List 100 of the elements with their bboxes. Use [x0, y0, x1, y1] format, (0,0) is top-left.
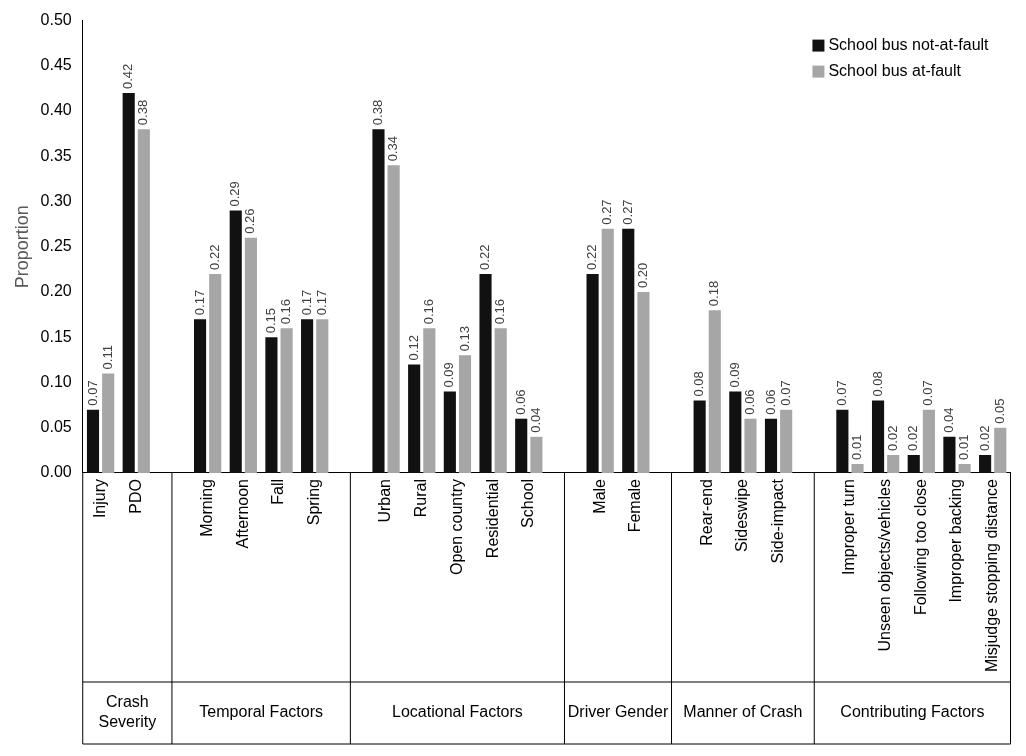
- bar: [423, 328, 436, 473]
- bar: [280, 328, 293, 473]
- data-label: 0.18: [706, 280, 722, 307]
- bar: [622, 228, 635, 473]
- x-tick-label: School: [519, 478, 537, 528]
- data-label: 0.16: [278, 298, 294, 325]
- y-tick-label: 0.45: [40, 56, 72, 74]
- bar: [979, 454, 992, 473]
- bar: [943, 436, 956, 473]
- data-label: 0.07: [777, 380, 793, 406]
- bar: [637, 292, 650, 473]
- x-tick-label: Improper backing: [947, 478, 965, 603]
- data-label: 0.08: [869, 371, 885, 397]
- data-label: 0.02: [884, 425, 900, 451]
- text: Manner of Crash: [683, 703, 803, 721]
- data-label: 0.42: [120, 63, 136, 89]
- data-label: 0.29: [227, 181, 243, 207]
- y-tick-label: 0.20: [40, 282, 72, 300]
- bar: [479, 273, 492, 473]
- bar: [458, 355, 472, 473]
- bar: [86, 409, 100, 473]
- bar: [265, 337, 278, 473]
- data-label: 0.12: [405, 335, 421, 361]
- bar: [693, 400, 706, 473]
- data-label: 0.17: [313, 289, 329, 316]
- x-tick-label: Fall: [269, 478, 287, 505]
- data-label: 0.04: [941, 407, 956, 433]
- data-label: 0.02: [905, 425, 921, 451]
- data-label: 0.07: [920, 380, 936, 406]
- bar: [443, 391, 456, 473]
- data-label: 0.22: [477, 244, 493, 270]
- y-tick-label: 0.15: [40, 327, 72, 345]
- bar: [744, 418, 757, 473]
- data-label: 0.34: [385, 136, 401, 162]
- data-label: 0.17: [191, 289, 207, 316]
- y-axis-title: Proportion: [11, 205, 32, 289]
- x-tick-label: Spring: [305, 478, 323, 526]
- data-label: 0.04: [527, 407, 543, 433]
- data-label: 0.27: [599, 199, 615, 225]
- bar: [780, 409, 793, 473]
- data-label: 0.13: [456, 326, 472, 352]
- x-tick-label: Side-impact: [768, 478, 786, 564]
- data-label: 0.22: [584, 244, 600, 270]
- x-tick-label: Urban: [376, 478, 394, 523]
- text: Crash Severity: [98, 693, 157, 731]
- bar: [244, 237, 257, 473]
- bar: [764, 418, 778, 473]
- bar: [586, 273, 599, 473]
- bar: [871, 400, 885, 473]
- bar: [209, 273, 222, 473]
- data-label: 0.08: [691, 371, 707, 397]
- data-label: 0.09: [726, 362, 742, 388]
- x-tick-label: Improper turn: [840, 478, 858, 576]
- data-label: 0.11: [99, 345, 115, 370]
- data-label: 0.01: [956, 434, 972, 460]
- text: Locational Factors: [392, 703, 523, 721]
- y-tick-label: 0.10: [40, 372, 72, 390]
- bar: [122, 92, 135, 473]
- data-label: 0.06: [742, 389, 758, 415]
- x-tick-label: Open country: [447, 478, 465, 576]
- x-tick-label: Residential: [483, 478, 501, 559]
- bar: [708, 310, 721, 473]
- legend-label: School bus not-at-fault: [828, 36, 990, 54]
- data-label: 0.02: [976, 425, 992, 451]
- bar: [408, 364, 421, 473]
- data-label: 0.07: [84, 380, 100, 406]
- data-label: 0.16: [492, 298, 508, 325]
- y-tick-label: 0.50: [40, 11, 72, 29]
- bar: [601, 228, 614, 473]
- bar: [515, 418, 528, 473]
- data-label: 0.05: [991, 398, 1007, 424]
- text: Temporal Factors: [199, 703, 323, 721]
- y-tick-label: 0.05: [40, 418, 72, 436]
- bar: [530, 436, 543, 473]
- x-tick-label: Misjudge stopping distance: [983, 478, 1001, 673]
- text: Contributing Factors: [840, 703, 985, 721]
- data-label: 0.38: [135, 99, 151, 126]
- bar: [102, 373, 115, 473]
- data-label: 0.20: [635, 262, 650, 289]
- data-label: 0.38: [370, 99, 386, 126]
- x-tick-label: Female: [626, 478, 644, 533]
- data-label: 0.16: [420, 298, 436, 325]
- data-label: 0.27: [619, 199, 635, 225]
- x-tick-label: PDO: [126, 478, 144, 514]
- x-tick-label: Following too close: [911, 478, 929, 616]
- x-tick-label: Afternoon: [233, 478, 251, 549]
- data-label: 0.26: [242, 208, 258, 234]
- bar: [836, 409, 849, 473]
- bar: [229, 210, 242, 473]
- bar: [372, 129, 385, 473]
- bar: [193, 319, 207, 473]
- bar: [137, 129, 150, 473]
- legend-label: School bus at-fault: [828, 62, 962, 80]
- y-tick-label: 0.00: [40, 463, 72, 481]
- x-tick-label: Unseen objects/vehicles: [876, 478, 894, 652]
- x-tick-label: Male: [590, 478, 608, 514]
- y-tick-label: 0.25: [40, 237, 72, 255]
- x-tick-label: Morning: [198, 478, 216, 537]
- x-tick-label: Rural: [412, 478, 430, 518]
- data-label: 0.06: [762, 389, 778, 415]
